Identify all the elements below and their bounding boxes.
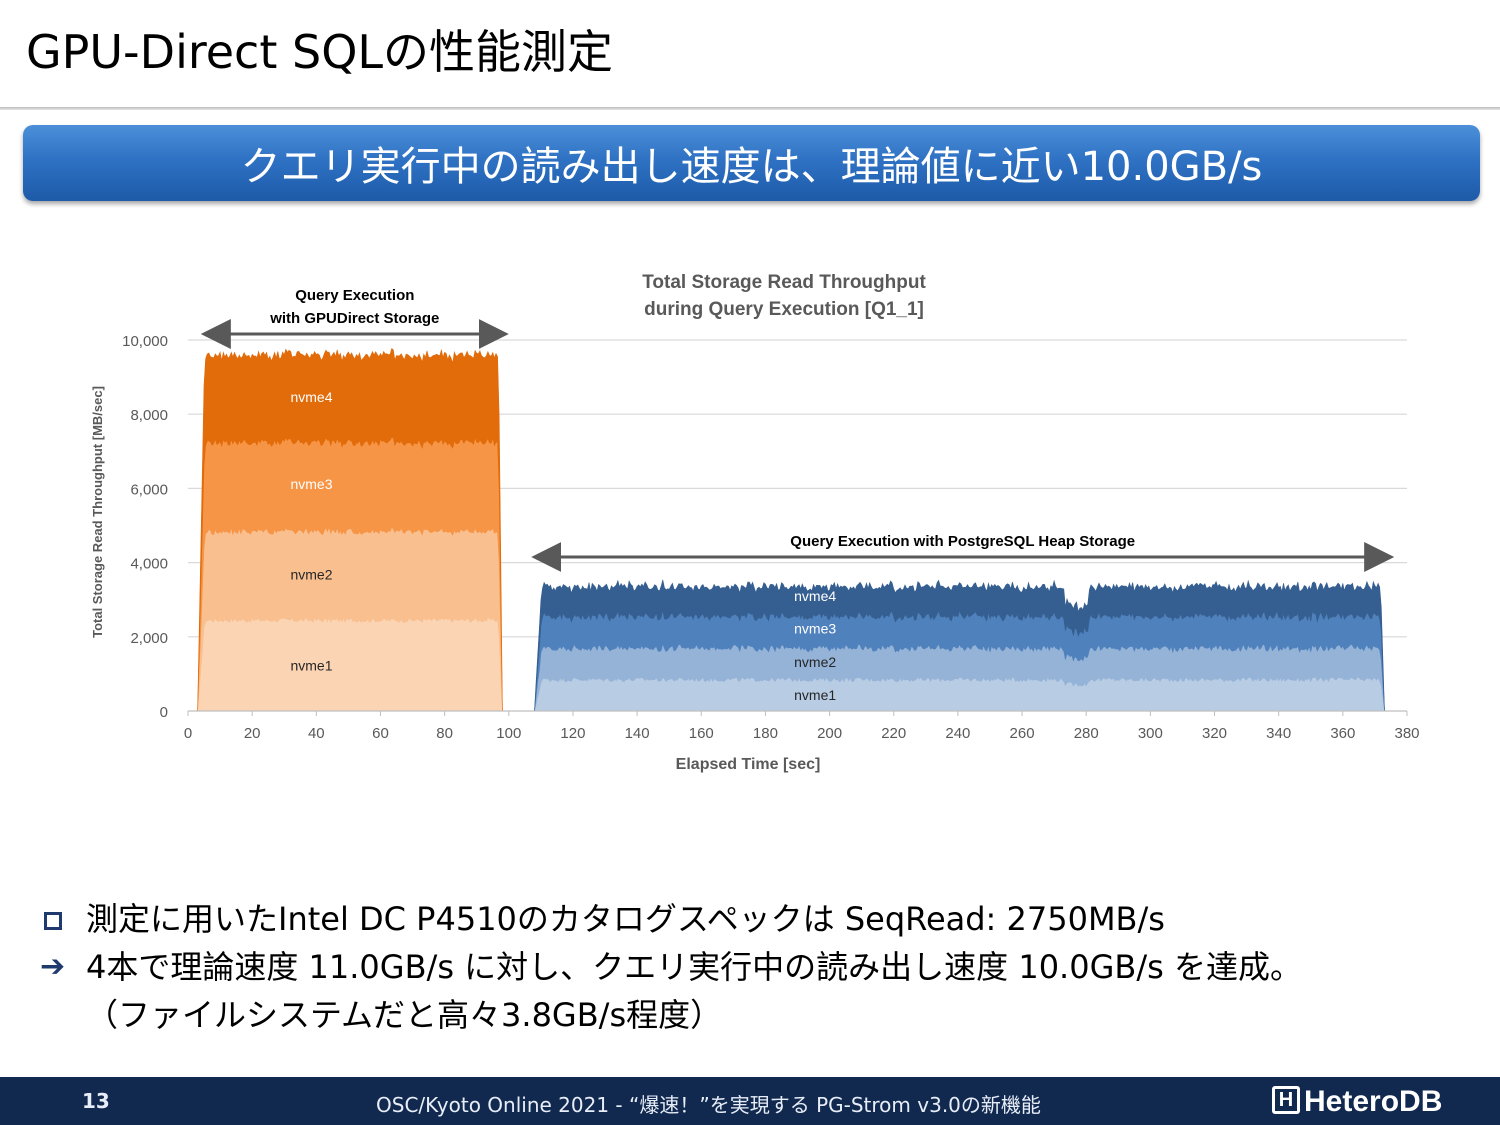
area-series-nvme1 — [197, 617, 503, 712]
heterodb-logo: H HeteroDB — [1272, 1085, 1442, 1119]
x-tick-label: 0 — [184, 725, 192, 742]
x-tick-label: 320 — [1202, 725, 1227, 742]
logo-text: HeteroDB — [1304, 1085, 1443, 1118]
x-tick-label: 160 — [689, 725, 714, 742]
x-tick-label: 380 — [1394, 725, 1419, 742]
y-axis-label: Total Storage Read Throughput [MB/sec] — [90, 386, 105, 638]
logo-mark-icon: H — [1272, 1086, 1300, 1115]
chart-title: Total Storage Read Throughput — [642, 272, 926, 293]
bullet-text: （ファイルシステムだと高々3.8GB/s程度） — [86, 996, 723, 1034]
title-divider — [0, 107, 1500, 110]
series-label: nvme1 — [290, 658, 332, 674]
series-label: nvme4 — [290, 389, 332, 405]
headline-banner: クエリ実行中の読み出し速度は、理論値に近い10.0GB/s — [23, 125, 1480, 201]
y-tick-label: 0 — [160, 704, 168, 721]
annotation-text: Query Execution — [295, 287, 414, 304]
x-tick-label: 120 — [560, 725, 585, 742]
chart-subtitle: during Query Execution [Q1_1] — [644, 299, 924, 320]
chart-labels: nvme1 nvme2 nvme3 nvme4 nvme1 nvme2 nvme3 nvme4… — [200, 287, 1395, 703]
series-label: nvme3 — [794, 621, 836, 637]
series-label: nvme3 — [290, 476, 332, 492]
footer-bar: 13 OSC/Kyoto Online 2021 - “爆速！”を実現する PG… — [0, 1077, 1500, 1125]
event-title: OSC/Kyoto Online 2021 - “爆速！”を実現する PG-St… — [376, 1093, 1041, 1117]
x-tick-label: 200 — [817, 725, 842, 742]
chart-axes: 0 2,000 4,000 6,000 8,000 10,000 0 20 40 60 80 100 1… — [122, 333, 1419, 742]
page-number: 13 — [82, 1089, 110, 1113]
bullet-item: 測定に用いたIntel DC P4510のカタログスペックは SeqRead: … — [40, 895, 1480, 943]
bullet-item: （ファイルシステムだと高々3.8GB/s程度） — [40, 991, 1480, 1039]
x-tick-label: 100 — [496, 725, 521, 742]
x-tick-label: 20 — [244, 725, 261, 742]
x-tick-label: 340 — [1266, 725, 1291, 742]
bullet-text: 4本で理論速度 11.0GB/s に対し、クエリ実行中の読み出し速度 10.0G… — [86, 948, 1302, 986]
y-tick-label: 10,000 — [122, 333, 168, 350]
bullet-item: ➔ 4本で理論速度 11.0GB/s に対し、クエリ実行中の読み出し速度 10.… — [40, 943, 1480, 991]
x-tick-label: 280 — [1074, 725, 1099, 742]
area-series-nvme1 — [534, 676, 1385, 712]
x-tick-label: 60 — [372, 725, 389, 742]
x-tick-label: 180 — [753, 725, 778, 742]
x-tick-label: 240 — [945, 725, 970, 742]
y-tick-label: 8,000 — [130, 407, 168, 424]
x-tick-label: 140 — [625, 725, 650, 742]
series-label: nvme1 — [794, 687, 836, 703]
series-label: nvme2 — [290, 566, 332, 582]
y-tick-label: 4,000 — [130, 556, 168, 573]
x-tick-label: 220 — [881, 725, 906, 742]
y-tick-label: 6,000 — [130, 481, 168, 498]
annotation-text: Query Execution with PostgreSQL Heap Sto… — [790, 533, 1135, 550]
x-tick-label: 360 — [1330, 725, 1355, 742]
throughput-chart: 0 2,000 4,000 6,000 8,000 10,000 0 20 40 60 80 100 1… — [90, 272, 1420, 773]
x-axis-label: Elapsed Time [sec] — [676, 756, 821, 773]
arrow-bullet-icon: ➔ — [40, 949, 66, 984]
square-bullet-icon — [44, 912, 62, 930]
x-tick-label: 40 — [308, 725, 325, 742]
bullet-text: 測定に用いたIntel DC P4510のカタログスペックは SeqRead: … — [86, 900, 1165, 938]
series-label: nvme4 — [794, 588, 836, 604]
x-tick-label: 80 — [436, 725, 453, 742]
slide-title: GPU-Direct SQLの性能測定 — [26, 25, 614, 79]
x-tick-label: 300 — [1138, 725, 1163, 742]
x-tick-label: 260 — [1010, 725, 1035, 742]
series-label: nvme2 — [794, 654, 836, 670]
chart-areas — [197, 347, 1385, 712]
y-tick-label: 2,000 — [130, 630, 168, 647]
bullet-list: 測定に用いたIntel DC P4510のカタログスペックは SeqRead: … — [40, 895, 1480, 1039]
annotation-text: with GPUDirect Storage — [269, 310, 439, 327]
